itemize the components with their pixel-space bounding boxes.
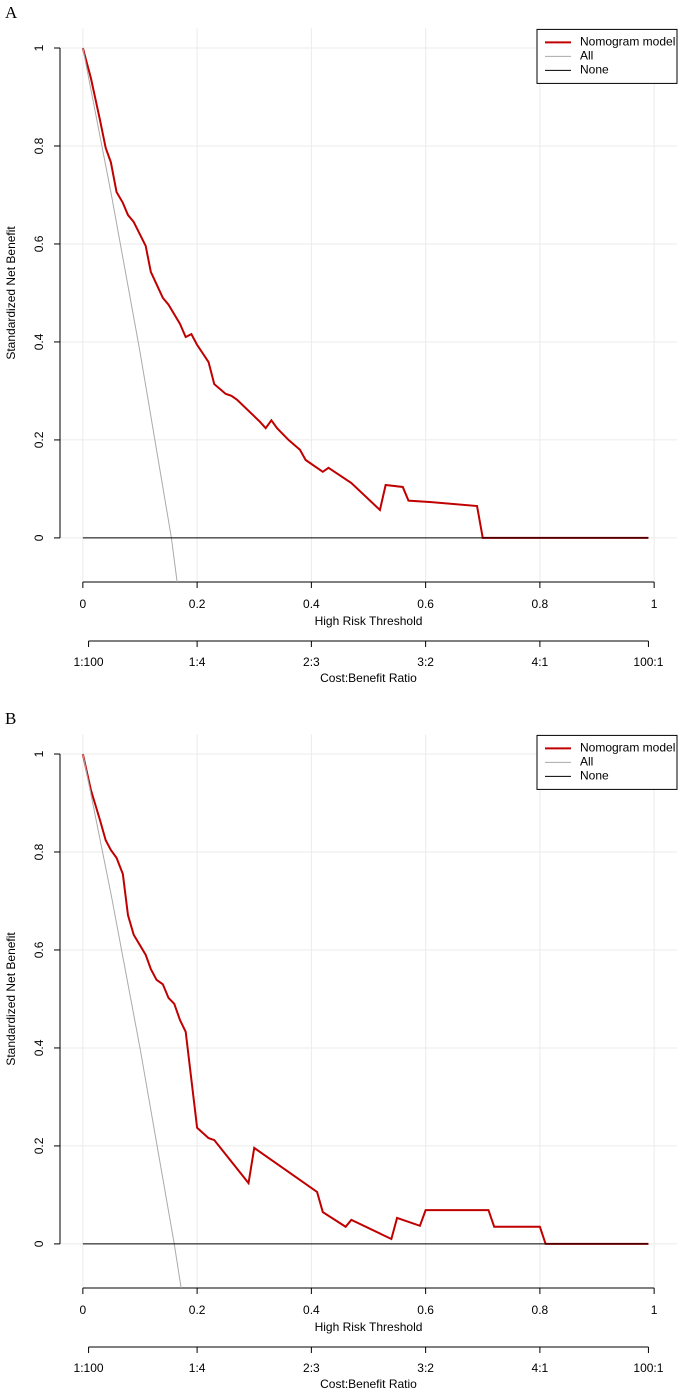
series-line: [82, 753, 182, 1289]
x-tick-label: 0.6: [417, 597, 434, 611]
x2-tick-label: 3:2: [417, 1361, 434, 1375]
x-tick-label: 0.2: [189, 1303, 206, 1317]
y-axis-title: Standardized Net Benefit: [4, 932, 18, 1066]
series-line: [81, 47, 649, 539]
y-tick-label: 1: [32, 44, 46, 51]
x-tick-label: 0.6: [417, 1303, 434, 1317]
x2-tick-label: 4:1: [532, 655, 549, 669]
legend-label: Nomogram model: [580, 741, 675, 755]
x2-tick-label: 1:100: [74, 1361, 104, 1375]
x2-tick-label: 2:3: [303, 655, 320, 669]
x2-tick-label: 3:2: [417, 655, 434, 669]
y-tick-label: 0.4: [32, 333, 46, 350]
y-axis-title: Standardized Net Benefit: [4, 226, 18, 360]
legend-label: All: [580, 755, 593, 769]
y-tick-label: 0.6: [32, 941, 46, 958]
panel-label: A: [5, 3, 18, 22]
x-axis-title: High Risk Threshold: [315, 614, 423, 628]
x2-tick-label: 1:4: [189, 655, 206, 669]
series-line: [81, 753, 649, 1245]
y-tick-label: 0: [32, 534, 46, 541]
x-tick-label: 0.4: [303, 597, 320, 611]
y-tick-label: 1: [32, 750, 46, 757]
x-tick-label: 0.8: [532, 597, 549, 611]
y-tick-label: 0.2: [32, 431, 46, 448]
y-tick-label: 0.8: [32, 137, 46, 154]
x-tick-label: 0.8: [532, 1303, 549, 1317]
y-tick-label: 0.2: [32, 1137, 46, 1154]
y-tick-label: 0.4: [32, 1039, 46, 1056]
x-tick-label: 0.4: [303, 1303, 320, 1317]
panel-label: B: [5, 709, 16, 728]
legend-label: None: [580, 769, 609, 783]
legend-label: None: [580, 63, 609, 77]
x-axis-title: High Risk Threshold: [315, 1320, 423, 1334]
panel: A 0 0.2 0.4 0.6 0.8 1 0 0.2 0.4 0.6 0.8 1 High Risk T…: [4, 3, 678, 685]
y-tick-label: 0: [32, 1240, 46, 1247]
y-tick-label: 0.6: [32, 235, 46, 252]
x2-axis-title: Cost:Benefit Ratio: [320, 671, 417, 685]
x2-tick-label: 2:3: [303, 1361, 320, 1375]
x-tick-label: 0: [80, 1303, 87, 1317]
panel: B 0 0.2 0.4 0.6 0.8 1 0 0.2 0.4 0.6 0.8 1 High Risk T…: [4, 709, 678, 1391]
x2-tick-label: 4:1: [532, 1361, 549, 1375]
x2-tick-label: 100:1: [633, 655, 663, 669]
x2-tick-label: 1:100: [74, 655, 104, 669]
x-tick-label: 0.2: [189, 597, 206, 611]
x2-axis-title: Cost:Benefit Ratio: [320, 1377, 417, 1391]
x-tick-label: 1: [651, 597, 658, 611]
x2-tick-label: 100:1: [633, 1361, 663, 1375]
x-tick-label: 0: [80, 597, 87, 611]
series-line: [82, 47, 178, 583]
x-tick-label: 1: [651, 1303, 658, 1317]
x2-tick-label: 1:4: [189, 1361, 206, 1375]
legend-label: Nomogram model: [580, 35, 675, 49]
y-tick-label: 0.8: [32, 843, 46, 860]
legend-label: All: [580, 49, 593, 63]
